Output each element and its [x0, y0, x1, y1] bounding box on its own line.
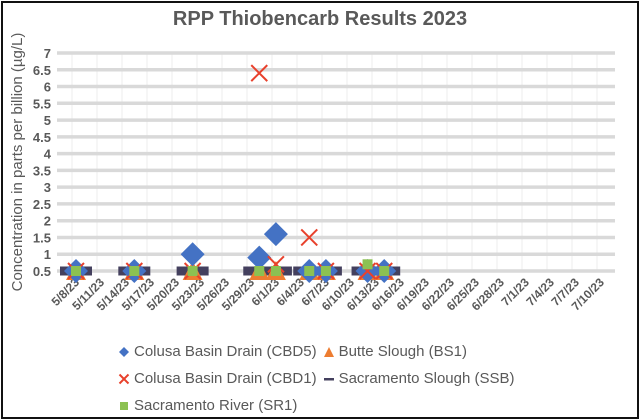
data-point-x — [300, 228, 318, 247]
legend-item-sr1: Sacramento River (SR1) — [118, 397, 297, 414]
diamond-marker-icon — [119, 346, 129, 357]
svg-text:2.5: 2.5 — [33, 197, 51, 212]
data-point-x — [267, 255, 285, 273]
legend-label: Colusa Basin Drain (CBD1) — [134, 370, 317, 387]
svg-text:Concentration in parts per bil: Concentration in parts per billion (µg/L… — [9, 33, 26, 292]
data-point-diamond — [247, 245, 272, 270]
svg-text:6: 6 — [44, 80, 51, 95]
plot-area: 0.5 1 1.52 2.5 3 3.54 4.5 5 5.56 6.5 7 Concentratio… — [9, 33, 615, 313]
data-point-diamond — [180, 242, 205, 267]
data-point-x — [250, 64, 268, 82]
svg-text:3: 3 — [44, 180, 51, 195]
dash-marker-icon — [323, 377, 334, 380]
data-point-square — [129, 266, 140, 276]
svg-text:4: 4 — [44, 147, 52, 162]
data-point-x — [358, 262, 377, 280]
x-marker-icon — [118, 373, 130, 384]
legend-item-cbd5: Colusa Basin Drain (CBD5) — [118, 343, 317, 360]
square-marker-icon — [120, 401, 128, 410]
svg-text:2: 2 — [44, 214, 51, 229]
svg-text:6.5: 6.5 — [33, 63, 51, 78]
legend-row: Colusa Basin Drain (CBD1) Sacramento Slo… — [118, 365, 521, 392]
data-point-square — [254, 266, 265, 276]
svg-text:1: 1 — [44, 247, 51, 262]
svg-text:4.5: 4.5 — [33, 130, 51, 145]
data-point-square — [320, 266, 331, 276]
legend-label: Butte Slough (BS1) — [338, 343, 467, 360]
data-point-square — [362, 259, 373, 270]
legend-row: Sacramento River (SR1) — [118, 392, 521, 419]
svg-text:7: 7 — [44, 46, 51, 61]
data-point-diamond — [263, 222, 288, 247]
legend-label: Sacramento River (SR1) — [134, 397, 298, 414]
data-point-square — [71, 266, 81, 276]
data-point-square — [270, 266, 281, 276]
legend-row: Colusa Basin Drain (CBD5) Butte Slough (… — [118, 338, 521, 365]
triangle-marker-icon — [323, 346, 334, 357]
svg-text:3.5: 3.5 — [33, 163, 51, 178]
svg-text:5.5: 5.5 — [33, 96, 51, 111]
legend-item-bs1: Butte Slough (BS1) — [323, 343, 467, 360]
data-point-square — [187, 266, 198, 276]
data-point-square — [379, 266, 390, 276]
svg-text:0.5: 0.5 — [33, 264, 51, 279]
svg-text:1.5: 1.5 — [33, 230, 51, 245]
legend-label: Sacramento Slough (SSB) — [338, 370, 515, 387]
chart-title: RPP Thiobencarb Results 2023 — [172, 8, 468, 30]
legend-item-ssb: Sacramento Slough (SSB) — [323, 370, 515, 387]
legend-item-cbd1: Colusa Basin Drain (CBD1) — [118, 370, 317, 387]
legend-label: Colusa Basin Drain (CBD5) — [134, 343, 317, 360]
data-point-square — [304, 266, 315, 276]
svg-text:5: 5 — [44, 113, 51, 128]
legend: Colusa Basin Drain (CBD5) Butte Slough (… — [118, 338, 521, 419]
